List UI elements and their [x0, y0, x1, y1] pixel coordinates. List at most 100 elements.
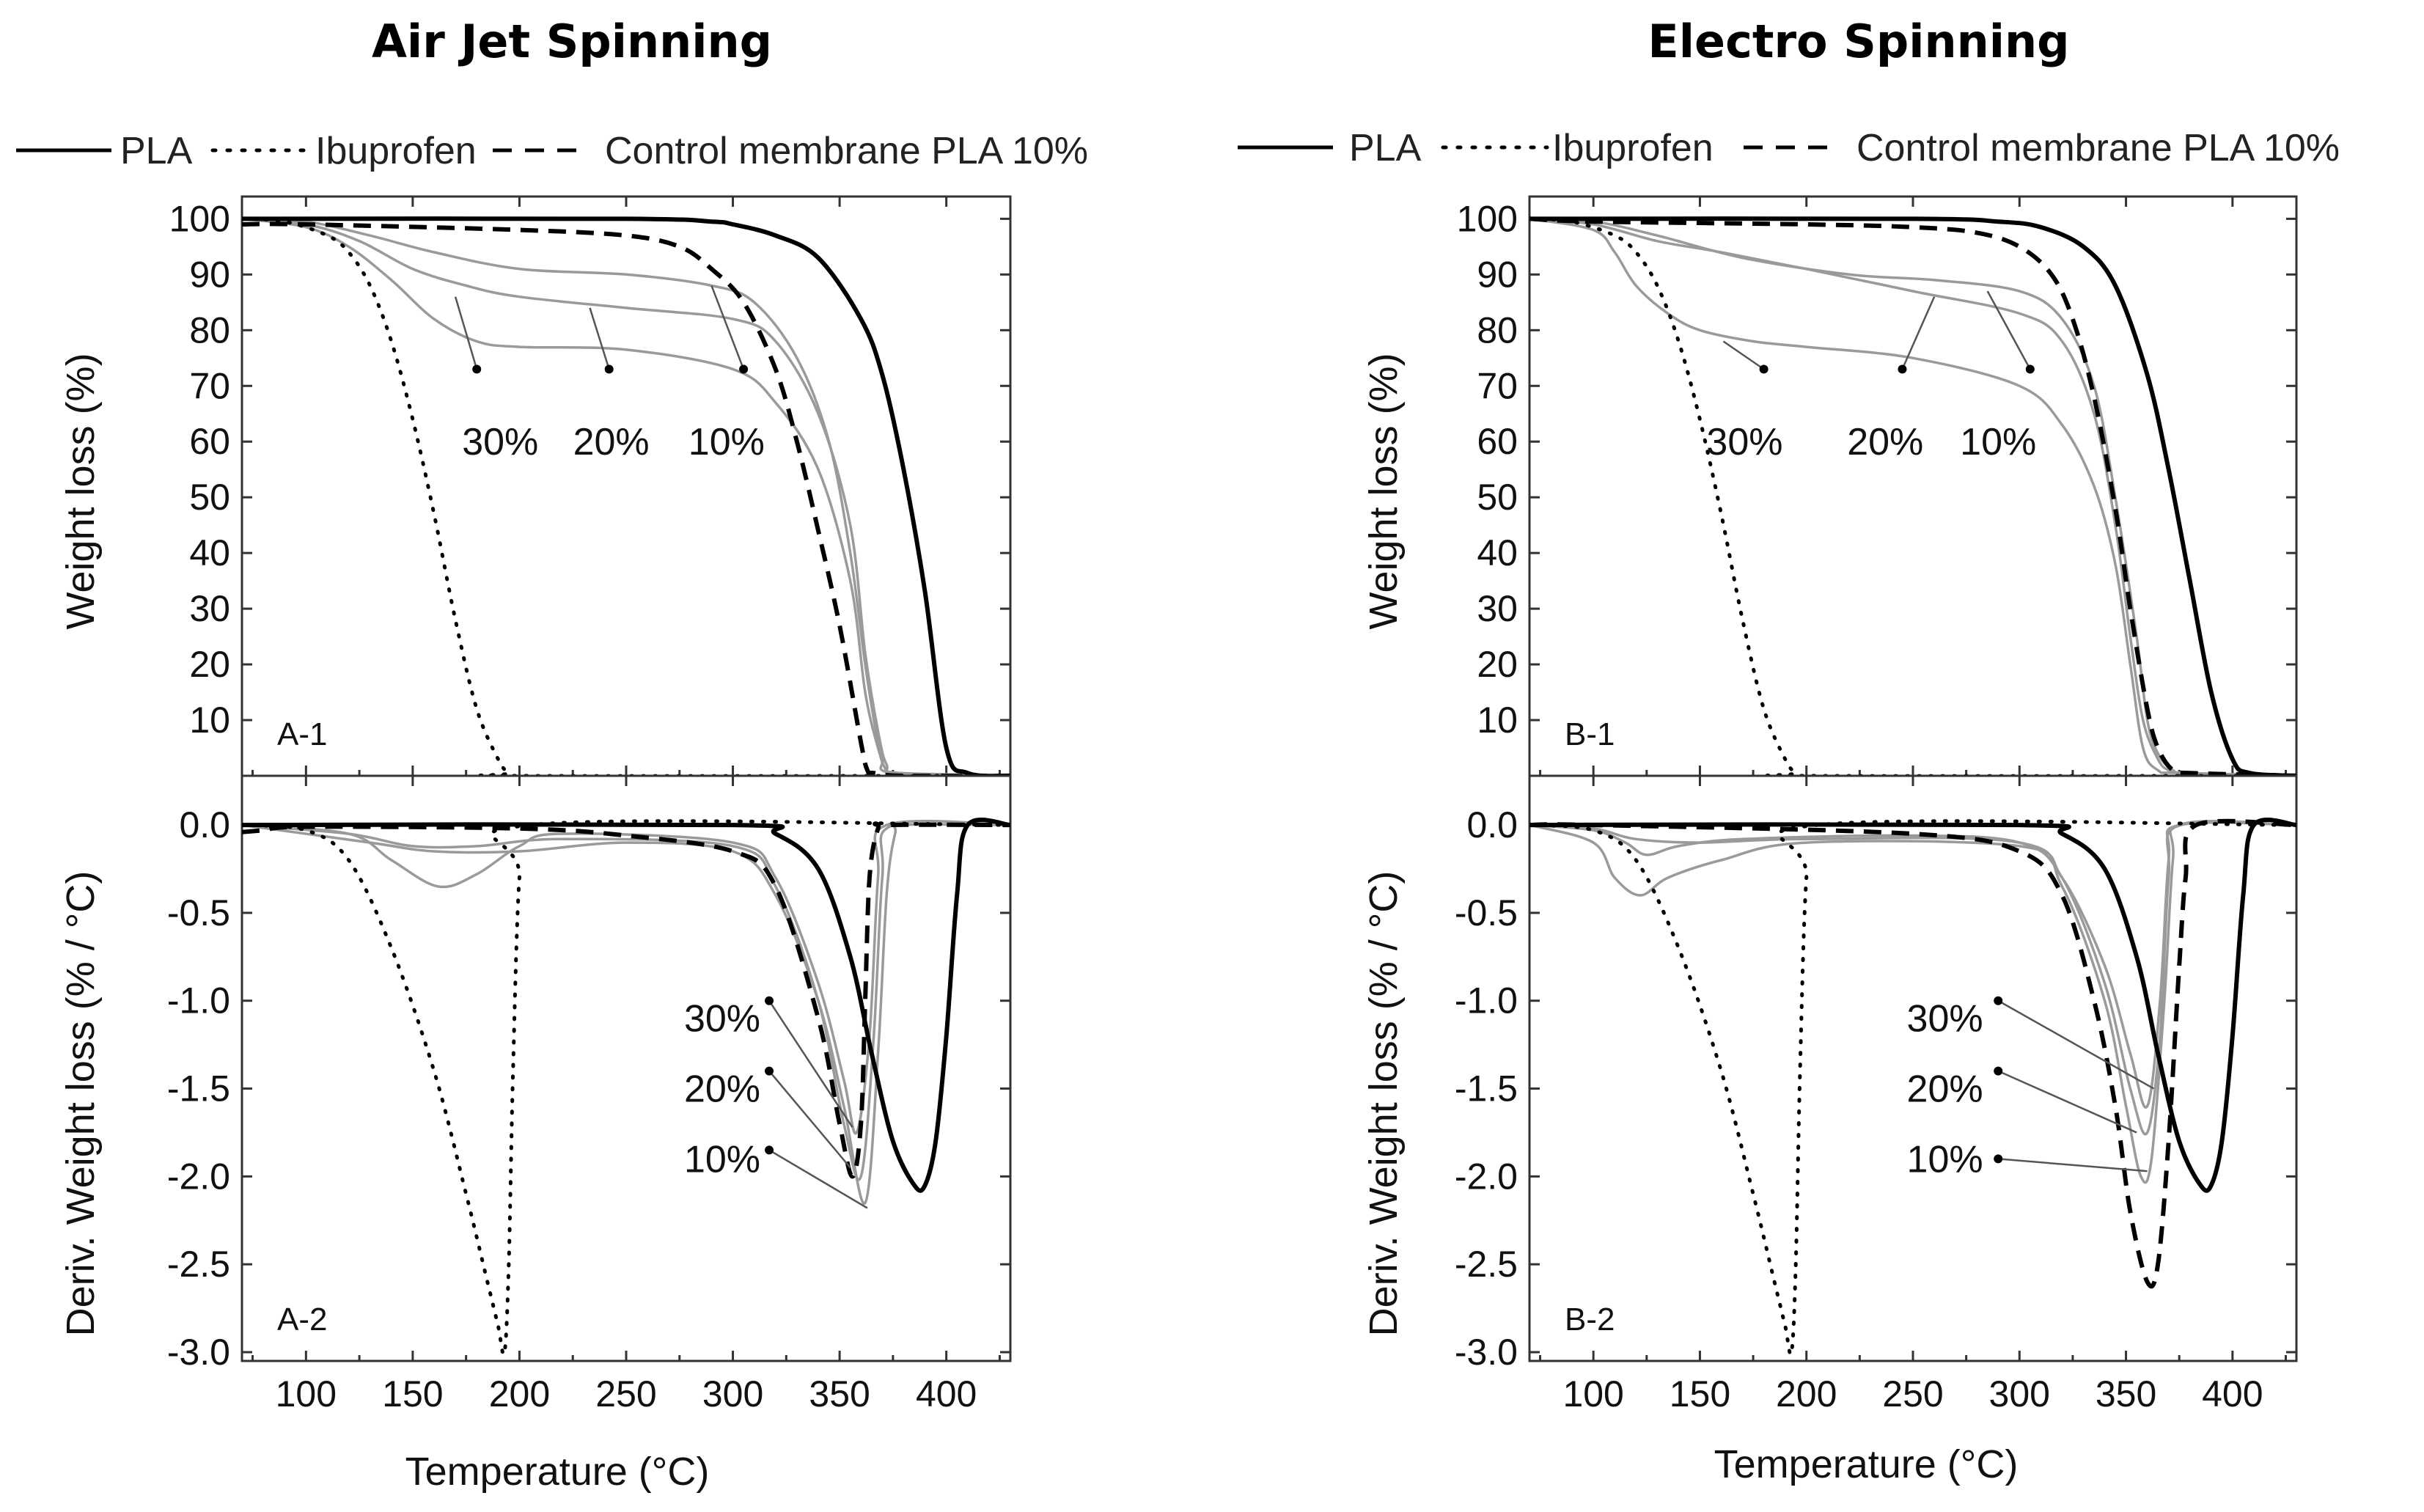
percent-label: 30%	[1706, 421, 1782, 463]
b1-y-axis-label: Weight loss (%)	[1362, 353, 1406, 629]
panel-label: B-1	[1565, 716, 1615, 752]
y-tick-label: 30	[189, 588, 230, 629]
series-control-membrane-pla-10	[1529, 818, 2296, 1289]
series-ibuprofen	[242, 216, 1010, 776]
annotation-dot	[739, 364, 749, 374]
y-tick-label: 90	[189, 254, 230, 295]
panel-label: A-2	[277, 1302, 327, 1337]
y-tick-label: 50	[189, 477, 230, 518]
y-tick-label: -2.0	[167, 1156, 230, 1197]
annotation-dot	[1994, 1154, 2003, 1164]
y-tick-label: 70	[1477, 365, 1518, 406]
y-tick-label: 0.0	[179, 804, 230, 845]
annotation-leader	[710, 285, 745, 370]
y-tick-label: 70	[189, 365, 230, 406]
y-tick-label: 10	[189, 700, 230, 741]
a1-y-axis-label: Weight loss (%)	[59, 353, 103, 629]
panel-label: B-2	[1565, 1302, 1615, 1337]
annotation-dot	[604, 364, 614, 374]
annotation-dot	[1759, 364, 1769, 374]
y-tick-label: 100	[169, 198, 230, 239]
x-tick-label: 200	[489, 1373, 550, 1414]
series-control-membrane-pla-10	[242, 821, 1010, 1179]
percent-label: 20%	[1847, 421, 1923, 463]
annotation-leader	[1998, 1158, 2148, 1172]
series-pla	[242, 216, 1010, 776]
percent-label: 30%	[1907, 998, 1983, 1041]
legend-pla-label: PLA	[120, 130, 193, 172]
annotation-leader	[768, 1070, 851, 1169]
percent-label: 30%	[684, 998, 760, 1041]
annotation-leader	[589, 307, 610, 370]
left-x-axis-label: Temperature (°C)	[405, 1450, 710, 1494]
y-tick-label: -1.0	[1455, 980, 1518, 1021]
series-10	[1529, 217, 2296, 776]
series-20	[242, 217, 1010, 776]
series-ibuprofen	[242, 819, 1010, 1357]
series-30	[242, 820, 1010, 1135]
y-tick-label: 40	[189, 532, 230, 573]
y-tick-label: 60	[1477, 421, 1518, 462]
annotation-leader	[454, 296, 478, 370]
x-tick-label: 100	[276, 1373, 337, 1414]
series-20	[1529, 217, 2296, 776]
series-ibuprofen	[1529, 216, 2296, 776]
legend-control-label: Control membrane PLA 10%	[1856, 127, 2340, 169]
annotation-dot	[765, 1145, 774, 1155]
x-tick-label: 400	[2202, 1373, 2263, 1414]
percent-label: 20%	[684, 1068, 760, 1111]
series-pla	[242, 817, 1010, 1193]
y-tick-label: 80	[1477, 309, 1518, 351]
x-tick-label: 300	[1989, 1373, 2050, 1414]
right-title: Electro Spinning	[1648, 15, 2069, 68]
panel-a-2: 100 150 200 250 300 350 400 0.0 -0.5 -1.0 -1.5 -2.0…	[167, 774, 1012, 1414]
percent-label: 20%	[1907, 1068, 1983, 1111]
annotation-dot	[2025, 364, 2035, 374]
panel-b-2: 100 150 200 250 300 350 400 0.0 -0.5 -1.0 -1.5 -2.0…	[1455, 774, 2298, 1414]
panel-b-1: 100 90 80 70 60 50 40 30 20 10 B-1 30% 20% 10%	[1457, 195, 2298, 777]
x-tick-label: 150	[1670, 1373, 1730, 1414]
annotation-dot	[765, 1066, 774, 1076]
legend-ibuprofen-label: Ibuprofen	[315, 130, 477, 172]
right-legend: PLA Ibuprofen Control membrane PLA 10%	[1238, 127, 2340, 169]
y-tick-label: 20	[1477, 644, 1518, 685]
panel-label: A-1	[277, 716, 327, 752]
y-tick-label: -2.5	[1455, 1244, 1518, 1285]
annotation-dot	[1994, 1066, 2003, 1076]
y-tick-label: 0.0	[1466, 804, 1518, 845]
x-tick-label: 400	[916, 1373, 977, 1414]
panel-a-1: 100 90 80 70 60 50 40 30 20 10 A-1 30% 20% 10%	[169, 195, 1012, 777]
legend-ibuprofen-label: Ibuprofen	[1552, 127, 1714, 169]
series-ibuprofen	[1529, 819, 2296, 1357]
b2-y-axis-label: Deriv. Weight loss (% / °C)	[1362, 871, 1406, 1337]
left-legend: PLA Ibuprofen Control membrane PLA 10%	[16, 130, 1088, 172]
y-tick-label: 10	[1477, 700, 1518, 741]
series-10	[242, 217, 1010, 776]
annotation-dot	[1898, 364, 1907, 374]
y-tick-label: -2.0	[1455, 1156, 1518, 1197]
y-tick-label: -2.5	[167, 1244, 230, 1285]
y-tick-label: -3.0	[167, 1332, 230, 1373]
percent-label: 20%	[573, 421, 650, 463]
annotation-leader	[1997, 1070, 2137, 1134]
y-tick-label: -1.5	[167, 1068, 230, 1109]
series-control-membrane-pla-10	[1529, 216, 2296, 776]
legend-control-label: Control membrane PLA 10%	[605, 130, 1088, 172]
y-tick-label: -0.5	[1455, 892, 1518, 933]
y-tick-label: 100	[1457, 198, 1518, 239]
series-control-membrane-pla-10	[242, 221, 1010, 776]
annotation-leader	[1722, 340, 1765, 370]
y-tick-label: -3.0	[1455, 1332, 1518, 1373]
annotation-leader	[1901, 296, 1936, 370]
y-tick-label: 50	[1477, 477, 1518, 518]
annotation-leader	[768, 1149, 868, 1209]
y-tick-label: -1.0	[167, 980, 230, 1021]
annotation-leader	[1997, 999, 2154, 1090]
percent-label: 10%	[688, 421, 765, 463]
series-20	[242, 820, 1010, 1181]
y-tick-label: -0.5	[167, 892, 230, 933]
percent-label: 10%	[1907, 1138, 1983, 1181]
x-tick-label: 350	[809, 1373, 870, 1414]
percent-label: 10%	[684, 1138, 760, 1181]
